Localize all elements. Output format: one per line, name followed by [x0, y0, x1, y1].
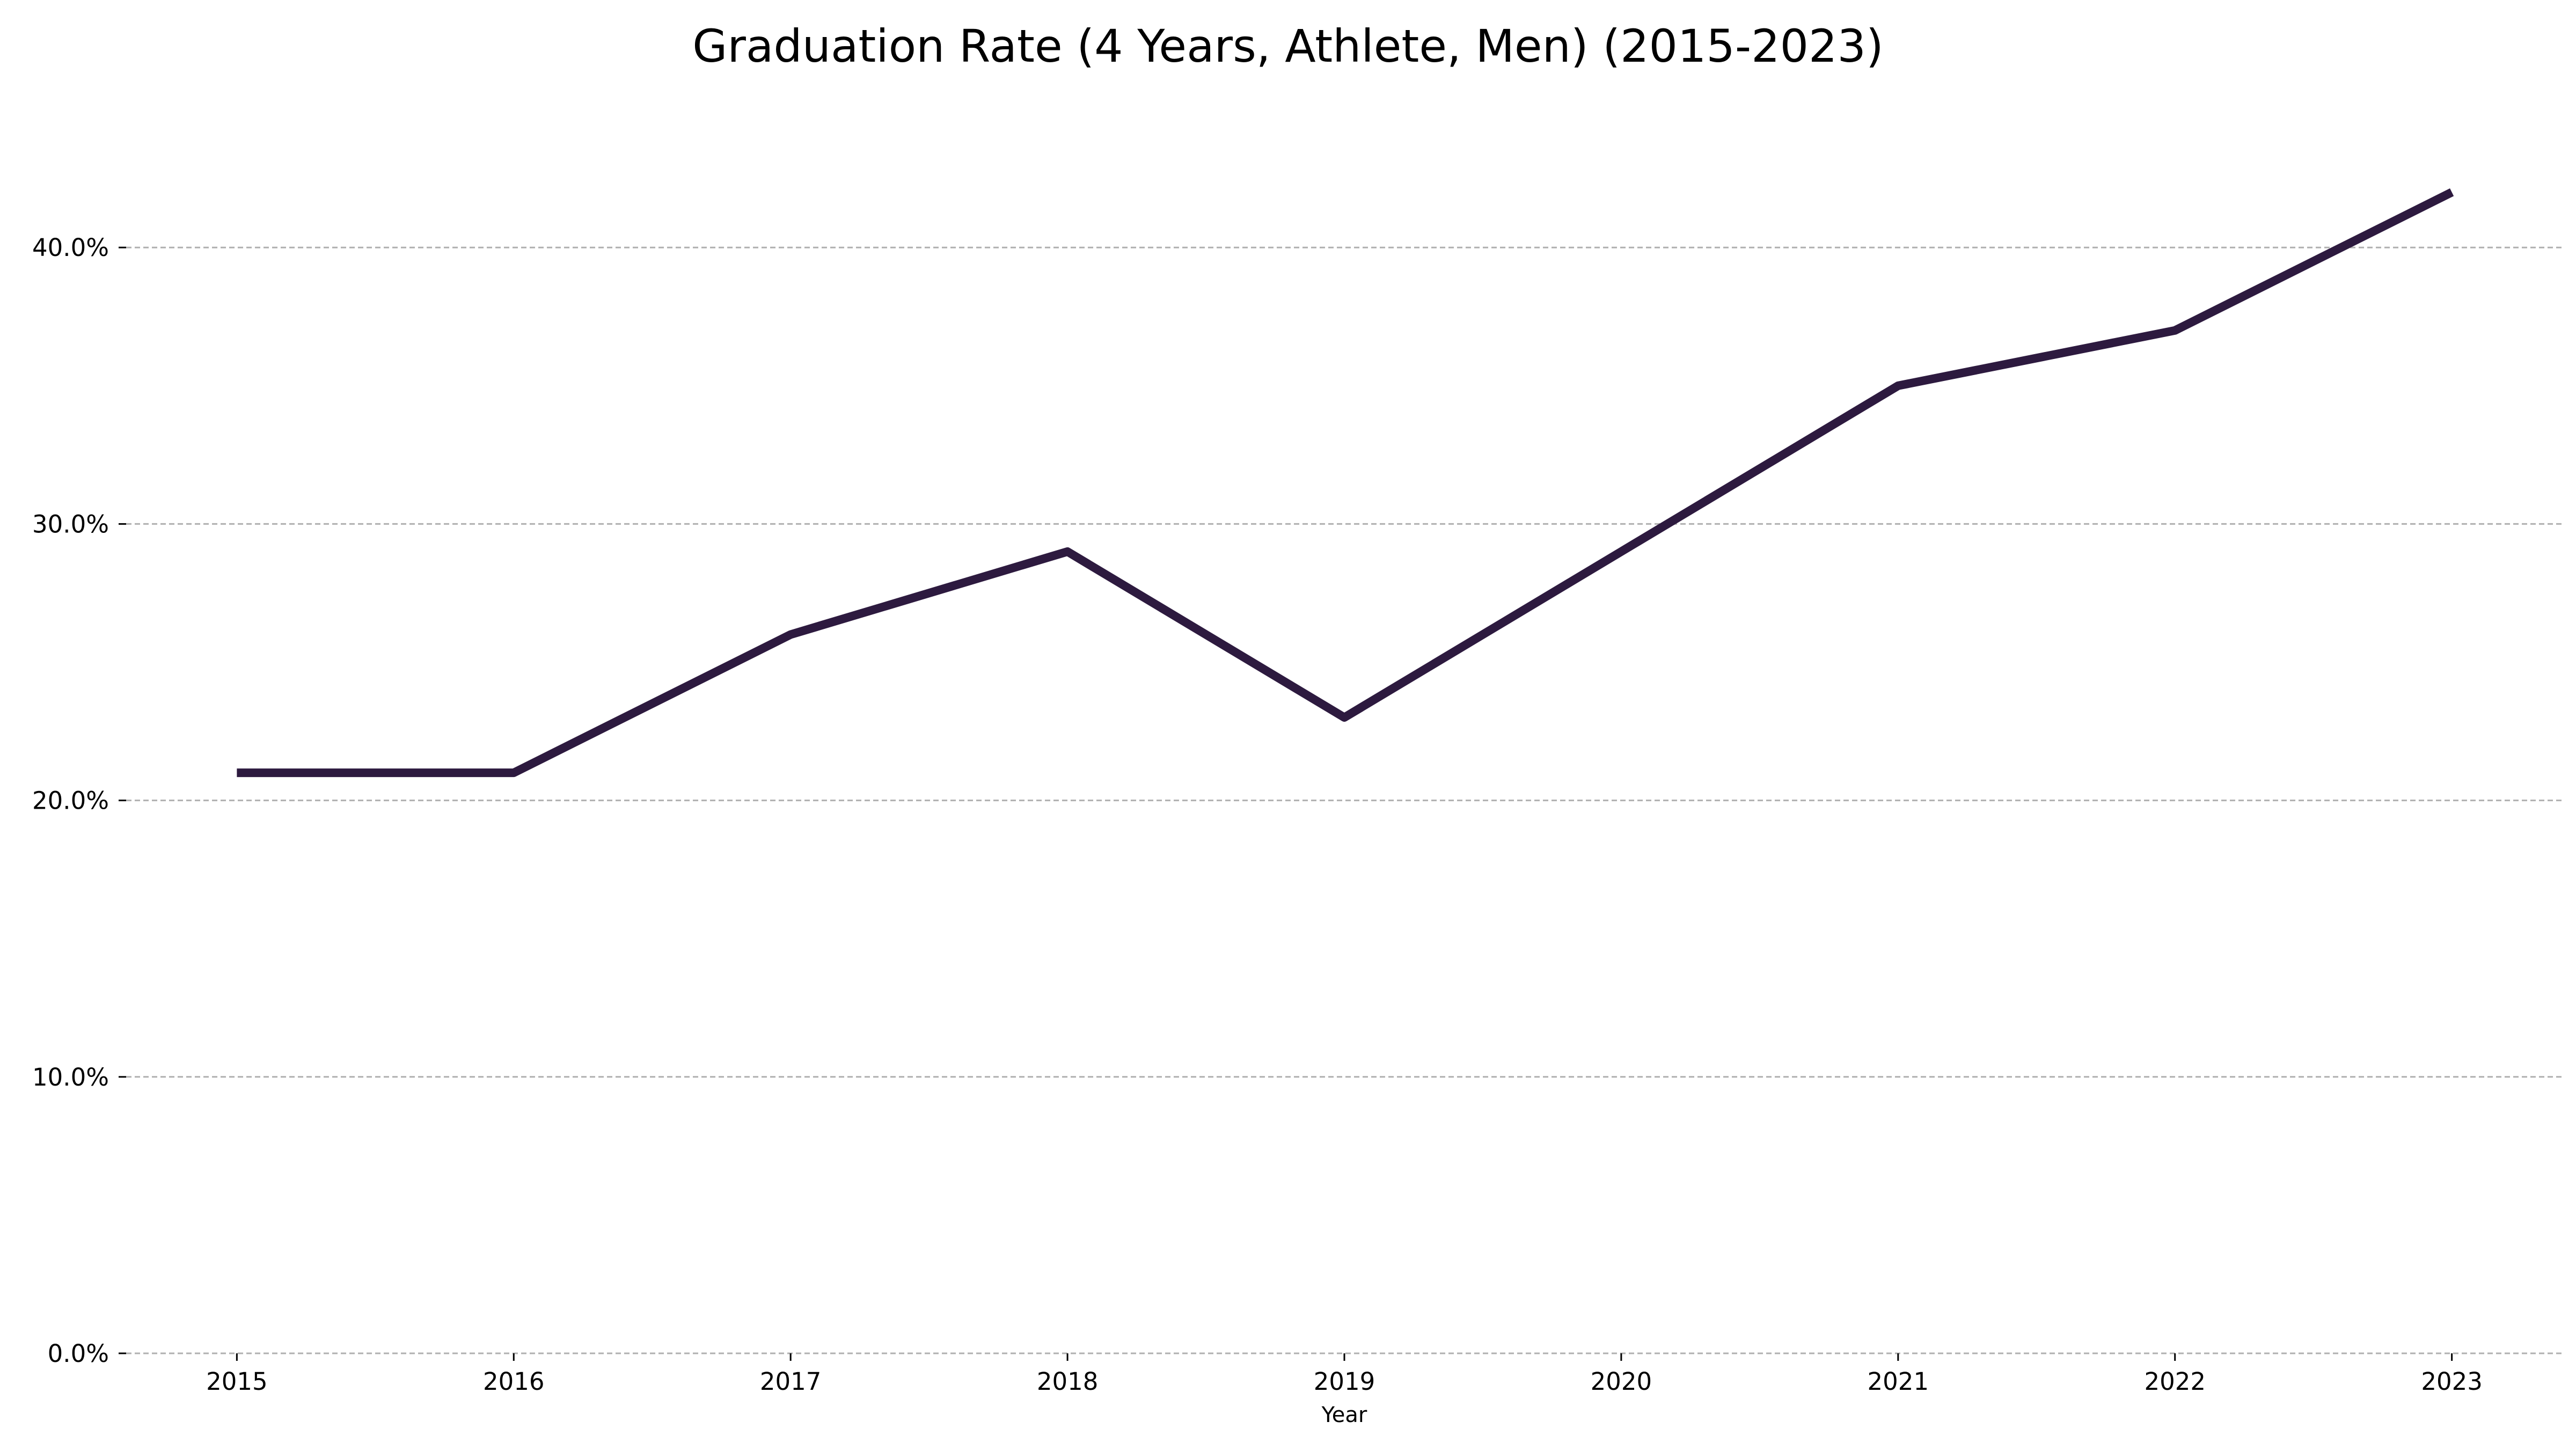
x-tick-label: 2017	[760, 1367, 822, 1396]
y-tick-label: 0.0%	[48, 1339, 109, 1368]
x-tick-label: 2021	[1868, 1367, 1929, 1396]
series-line	[237, 188, 2454, 778]
y-tick-label: 40.0%	[32, 233, 109, 262]
x-tick-label: 2016	[483, 1367, 545, 1396]
gridlines	[126, 246, 2563, 1354]
y-axis-ticks: 0.0% 10.0% 20.0% 30.0% 40.0%	[32, 233, 126, 1368]
chart-title: Graduation Rate (4 Years, Athlete, Men) …	[692, 20, 1883, 72]
x-tick-label: 2019	[1314, 1367, 1375, 1396]
y-tick-label: 20.0%	[32, 787, 109, 815]
y-tick-label: 30.0%	[32, 510, 109, 538]
x-tick-label: 2015	[206, 1367, 268, 1396]
x-axis-label: Year	[1321, 1403, 1367, 1427]
x-axis-ticks: 2015 2016 2017 2018 2019 2020 2021 2022 2023	[206, 1353, 2483, 1396]
series-layer	[237, 188, 2454, 778]
x-tick-label: 2018	[1037, 1367, 1099, 1396]
y-tick-label: 10.0%	[32, 1063, 109, 1091]
x-tick-label: 2023	[2421, 1367, 2483, 1396]
x-tick-label: 2022	[2144, 1367, 2206, 1396]
x-tick-label: 2020	[1591, 1367, 1652, 1396]
